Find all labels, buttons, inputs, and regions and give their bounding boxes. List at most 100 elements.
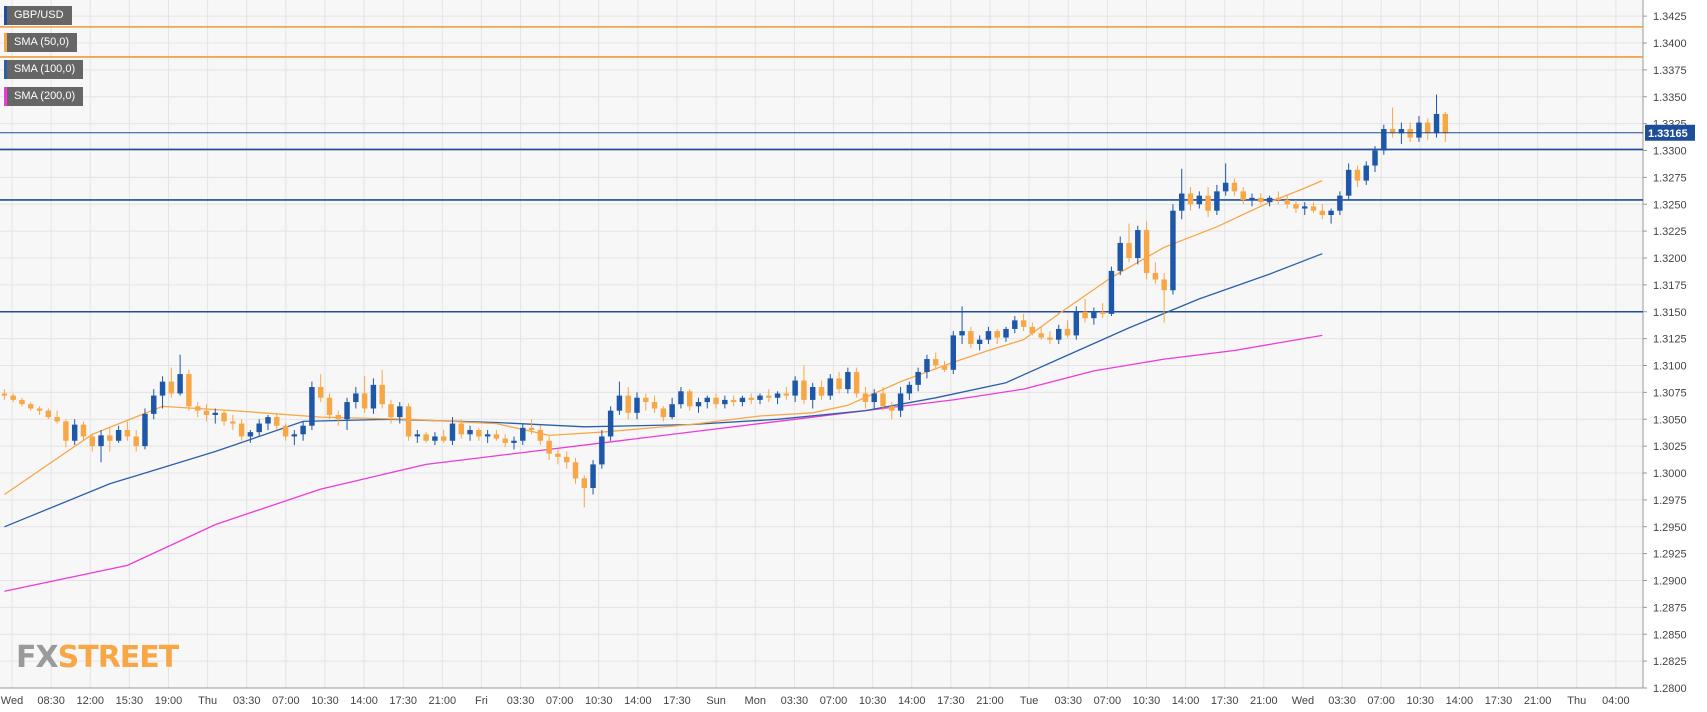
candle-bullish[interactable] — [669, 404, 675, 418]
candle-bearish[interactable] — [1, 393, 8, 396]
candle-bearish[interactable] — [36, 408, 43, 411]
candle-bullish[interactable] — [291, 434, 298, 437]
candle-bearish[interactable] — [326, 397, 333, 415]
candle-bearish[interactable] — [1284, 199, 1290, 205]
candle-bullish[interactable] — [845, 371, 851, 390]
candle-bearish[interactable] — [440, 436, 447, 441]
candle-bullish[interactable] — [1266, 197, 1273, 203]
candle-bearish[interactable] — [686, 391, 693, 407]
candle-bearish[interactable] — [941, 365, 948, 370]
candle-bearish[interactable] — [1354, 169, 1361, 181]
candle-bearish[interactable] — [1407, 129, 1413, 138]
candle-bearish[interactable] — [194, 406, 201, 411]
candle-bullish[interactable] — [906, 384, 913, 394]
candle-bearish[interactable] — [54, 417, 60, 422]
candle-bullish[interactable] — [1179, 193, 1185, 211]
candle-bearish[interactable] — [1082, 311, 1088, 319]
candle-bearish[interactable] — [1319, 210, 1326, 215]
candle-bearish[interactable] — [1240, 191, 1246, 200]
candle-bearish[interactable] — [651, 402, 658, 409]
candle-bearish[interactable] — [476, 430, 482, 437]
candle-bullish[interactable] — [1196, 195, 1203, 205]
candle-bearish[interactable] — [880, 393, 886, 407]
candle-bearish[interactable] — [625, 395, 631, 413]
candle-bullish[interactable] — [265, 417, 271, 424]
candle-bullish[interactable] — [915, 371, 921, 385]
legend-sma50[interactable]: SMA (50,0) — [4, 33, 78, 52]
candle-bullish[interactable] — [520, 427, 526, 441]
candle-bearish[interactable] — [581, 478, 587, 489]
candle-bullish[interactable] — [432, 436, 438, 441]
candle-bullish[interactable] — [1003, 328, 1009, 338]
candle-bearish[interactable] — [1275, 197, 1282, 200]
candle-bearish[interactable] — [1029, 326, 1036, 334]
candle-bearish[interactable] — [546, 440, 552, 454]
candle-bearish[interactable] — [766, 395, 772, 398]
candle-bearish[interactable] — [317, 387, 324, 398]
candle-bullish[interactable] — [1337, 195, 1343, 211]
candle-bullish[interactable] — [678, 391, 684, 405]
candle-bullish[interactable] — [212, 412, 218, 415]
candle-bullish[interactable] — [704, 397, 711, 403]
candle-bearish[interactable] — [783, 393, 790, 396]
candle-bullish[interactable] — [774, 393, 781, 398]
candle-bullish[interactable] — [1108, 270, 1115, 314]
candle-bearish[interactable] — [660, 408, 667, 418]
candle-bearish[interactable] — [1126, 242, 1132, 258]
legend-symbol[interactable]: GBP/USD — [4, 6, 72, 25]
candle-bearish[interactable] — [335, 414, 341, 420]
candle-bullish[interactable] — [1073, 311, 1080, 336]
candle-bearish[interactable] — [1293, 204, 1299, 209]
candle-bullish[interactable] — [871, 393, 877, 403]
candle-bearish[interactable] — [221, 412, 227, 422]
candle-bullish[interactable] — [792, 380, 798, 396]
candle-bullish[interactable] — [1363, 165, 1369, 181]
candle-bullish[interactable] — [511, 440, 517, 443]
candle-bearish[interactable] — [836, 378, 842, 390]
candle-bearish[interactable] — [748, 397, 754, 400]
candle-bearish[interactable] — [862, 393, 869, 403]
candle-bearish[interactable] — [1442, 113, 1449, 134]
candle-bullish[interactable] — [71, 424, 78, 441]
candle-bearish[interactable] — [1020, 320, 1027, 327]
candle-bullish[interactable] — [1249, 197, 1255, 200]
candle-bullish[interactable] — [959, 331, 965, 336]
candle-bearish[interactable] — [28, 404, 34, 409]
candle-bearish[interactable] — [563, 456, 570, 463]
candle-bullish[interactable] — [256, 423, 262, 433]
candle-bullish[interactable] — [809, 387, 816, 400]
candle-bearish[interactable] — [19, 399, 25, 405]
candle-bearish[interactable] — [932, 359, 939, 366]
candle-bearish[interactable] — [423, 434, 429, 441]
candle-bearish[interactable] — [133, 436, 139, 447]
candle-bullish[interactable] — [159, 381, 166, 396]
candle-bullish[interactable] — [616, 395, 623, 411]
candle-bullish[interactable] — [897, 393, 904, 411]
candle-bullish[interactable] — [1012, 320, 1018, 329]
candle-bearish[interactable] — [818, 387, 825, 396]
candle-bullish[interactable] — [353, 393, 359, 403]
candle-bullish[interactable] — [484, 434, 491, 437]
candle-bullish[interactable] — [827, 378, 834, 396]
candle-bullish[interactable] — [607, 410, 614, 437]
candle-bearish[interactable] — [1143, 230, 1150, 274]
candle-bullish[interactable] — [467, 430, 473, 435]
candle-bearish[interactable] — [1099, 311, 1106, 314]
candle-bullish[interactable] — [634, 397, 640, 413]
candle-bearish[interactable] — [493, 434, 500, 439]
candle-bullish[interactable] — [1416, 122, 1422, 138]
legend-sma100[interactable]: SMA (100,0) — [4, 60, 84, 79]
candle-bearish[interactable] — [1047, 337, 1053, 340]
candle-bullish[interactable] — [739, 397, 746, 403]
candle-bearish[interactable] — [572, 462, 579, 479]
candle-bullish[interactable] — [1381, 129, 1387, 151]
candle-bearish[interactable] — [1038, 333, 1044, 338]
candle-bullish[interactable] — [985, 331, 992, 340]
candle-bearish[interactable] — [643, 397, 649, 403]
candle-bullish[interactable] — [950, 335, 957, 370]
candle-bearish[interactable] — [63, 421, 69, 441]
candle-bullish[interactable] — [370, 384, 377, 409]
candle-bullish[interactable] — [1222, 182, 1229, 192]
candle-bearish[interactable] — [89, 436, 95, 447]
